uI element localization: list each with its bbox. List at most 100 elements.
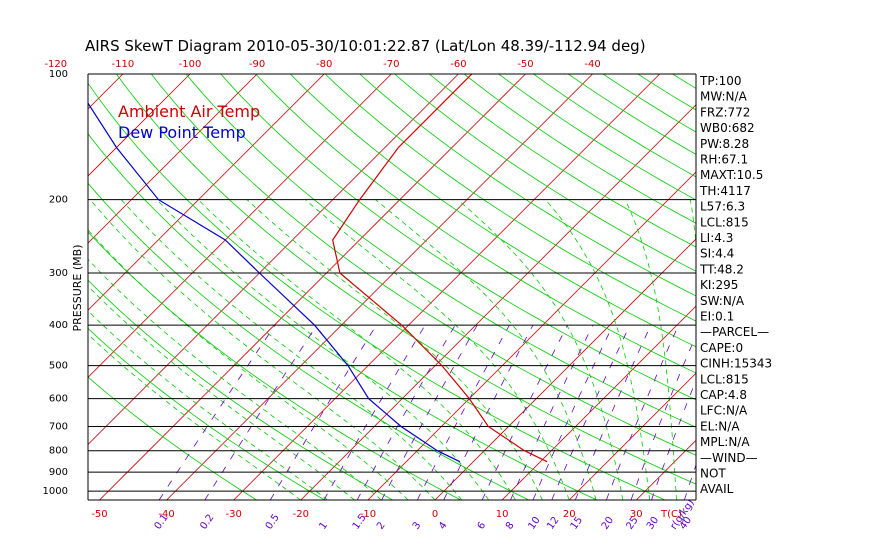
sounding-index-item: SW:N/A: [700, 294, 745, 308]
mixing-ratio-label: 30: [645, 515, 661, 532]
sounding-index-item: LI:4.3: [700, 231, 733, 245]
dry-adiabat-line: [533, 74, 696, 178]
mixing-ratio-label: 10: [526, 515, 542, 532]
mixing-ratio-line: [443, 325, 534, 500]
moist-adiabat-line: [375, 199, 597, 500]
sounding-index-item: MAXT:10.5: [700, 168, 763, 182]
sounding-index-item: RH:67.1: [700, 153, 748, 167]
bottom-temperature-tick-label: -20: [293, 509, 309, 520]
sounding-index-item: —WIND—: [700, 451, 758, 465]
mixing-ratio-label: 6: [476, 520, 489, 532]
isotherm-line: [88, 74, 258, 244]
sounding-index-item: LFC:N/A: [700, 404, 748, 418]
isotherm-line: [838, 74, 870, 500]
sounding-index-item: FRZ:772: [700, 105, 750, 119]
moist-adiabat-line: [197, 199, 516, 500]
dry-adiabat-line: [88, 82, 666, 500]
sounding-index-item: AVAIL: [700, 482, 734, 496]
bottom-temperature-tick-label: -50: [91, 509, 107, 520]
dry-adiabat-line: [324, 74, 696, 322]
sounding-index-item: PW:8.28: [700, 137, 749, 151]
sounding-index-item: LCL:815: [700, 215, 749, 229]
top-temperature-tick-label: -110: [112, 59, 135, 70]
sounding-index-item: —PARCEL—: [700, 325, 769, 339]
dry-adiabat-line: [88, 133, 597, 500]
top-temperature-tick-label: -70: [383, 59, 399, 70]
isotherm-line: [771, 74, 870, 500]
sounding-index-item: EL:N/A: [700, 419, 740, 433]
dry-adiabat-line: [463, 74, 696, 224]
sounding-index-item: MPL:N/A: [700, 435, 750, 449]
mixing-ratio-line: [532, 325, 614, 500]
sounding-index-item: SI:4.4: [700, 247, 734, 261]
mixing-ratio-line: [323, 324, 426, 500]
dry-adiabat-line: [185, 74, 696, 428]
legend: Ambient Air Temp Dew Point Temp: [118, 102, 260, 142]
mixing-ratio-line: [510, 325, 594, 500]
dew-point-temp-line: [88, 102, 461, 463]
sounding-index-item: MW:N/A: [700, 90, 748, 104]
dry-adiabat-line: [116, 74, 696, 485]
top-temperature-tick-label: -80: [316, 59, 332, 70]
dry-adiabat-line: [255, 74, 696, 374]
moist-adiabat-line: [89, 199, 436, 500]
chart-title: AIRS SkewT Diagram 2010-05-30/10:01:22.8…: [85, 37, 646, 55]
sounding-index-item: CINH:15343: [700, 357, 772, 371]
moist-adiabat-line: [88, 229, 409, 500]
dry-adiabat-line: [429, 74, 696, 248]
dry-adiabat-line: [220, 74, 696, 401]
mixing-ratio-line: [158, 324, 276, 500]
dry-adiabat-line: [88, 376, 257, 500]
mixing-ratio-label: 2: [375, 520, 388, 532]
legend-item-dew-point-temp: Dew Point Temp: [118, 123, 246, 142]
pressure-tick-label: 800: [49, 446, 68, 457]
dry-adiabat-line: [88, 231, 461, 500]
pressure-tick-label: 200: [49, 195, 68, 206]
axis-labels: -120 -110 -100 -90 -80 -70 -60 -50 -40-50 -40 -30-…: [44, 59, 696, 532]
mixing-ratio-line: [651, 379, 696, 500]
bottom-temperature-tick-label: 0: [432, 509, 438, 520]
sounding-series: [88, 74, 548, 463]
top-temperature-tick-label: -40: [584, 59, 600, 70]
sounding-index-item: TT:48.2: [699, 262, 744, 276]
isotherm-line: [501, 305, 696, 500]
mixing-ratio-line: [574, 325, 652, 500]
sounding-index-item: NOT: [700, 467, 726, 481]
moist-adiabat-line: [156, 199, 490, 500]
grid-lines: [88, 74, 870, 500]
pressure-tick-label: 500: [49, 361, 68, 372]
mixing-ratio-line: [269, 324, 377, 500]
isotherm-line: [88, 74, 459, 445]
mixing-ratio-line: [551, 325, 631, 500]
dry-adiabat-line: [394, 74, 696, 272]
isotherm-line: [99, 74, 526, 500]
mixing-ratio-label: 20: [600, 515, 616, 532]
isotherm-line: [88, 74, 392, 378]
pressure-tick-label: 100: [49, 69, 68, 80]
sounding-index-item: CAP:4.8: [700, 388, 747, 402]
mixing-ratio-label: 3: [411, 520, 424, 532]
pressure-tick-label: 700: [49, 422, 68, 433]
pressure-tick-label: 300: [49, 268, 68, 279]
dry-adiabat-line: [498, 74, 696, 201]
top-temperature-tick-label: -60: [450, 59, 466, 70]
isotherm-line: [88, 74, 325, 311]
mixing-ratio-line: [381, 324, 478, 500]
mixing-ratio-label: 0.2: [198, 512, 216, 531]
moist-adiabat-line: [120, 199, 463, 500]
moist-adiabat-line: [305, 199, 570, 500]
mixing-ratio-line: [481, 325, 568, 500]
pressure-tick-label: 1000: [43, 486, 68, 497]
legend-item-ambient-air-temp: Ambient Air Temp: [118, 102, 260, 121]
isotherm-line: [88, 74, 191, 177]
sounding-index-item: TP:100: [699, 74, 742, 88]
bottom-temperature-tick-label: 10: [496, 509, 509, 520]
top-temperature-tick-label: -100: [179, 59, 202, 70]
isotherm-line: [568, 372, 696, 500]
sounding-index-item: CAPE:0: [700, 341, 743, 355]
isotherm-line: [233, 74, 660, 500]
dry-adiabat-line: [568, 74, 696, 155]
pressure-tick-label: 400: [49, 320, 68, 331]
